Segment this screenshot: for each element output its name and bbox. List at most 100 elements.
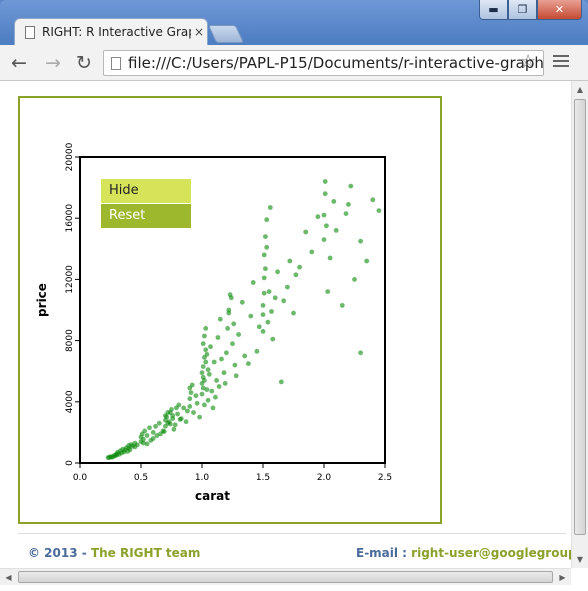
maximize-button[interactable]: ❐ bbox=[508, 0, 537, 20]
horizontal-scroll-thumb[interactable] bbox=[18, 571, 553, 583]
footer-email: E-mail : right-user@googlegroups.com bbox=[356, 546, 588, 560]
data-point bbox=[172, 422, 178, 428]
data-point bbox=[203, 347, 209, 353]
browser-tab[interactable]: RIGHT: R Interactive Graphi × bbox=[14, 18, 208, 45]
address-url[interactable]: file:///C:/Users/PAPL-P15/Documents/r-in… bbox=[128, 54, 543, 72]
email-link[interactable]: right-user@googlegroups.com bbox=[411, 546, 588, 560]
close-window-button[interactable]: ✕ bbox=[537, 0, 582, 20]
data-point bbox=[208, 344, 213, 350]
data-point bbox=[239, 299, 245, 305]
data-point bbox=[278, 379, 284, 385]
x-tick-label: 2.0 bbox=[317, 473, 332, 483]
scatter-plot[interactable]: 0.0 0.5 1.0 1.5 2.0 2.5 0 4000 8000 12000 16000 200… bbox=[20, 98, 440, 522]
forward-icon[interactable]: → bbox=[45, 52, 61, 74]
data-point bbox=[202, 333, 207, 339]
data-point bbox=[343, 211, 349, 216]
data-point bbox=[203, 326, 209, 331]
vertical-scrollbar[interactable]: ▲ ▼ bbox=[571, 81, 588, 568]
data-point bbox=[221, 370, 227, 376]
data-point bbox=[246, 361, 251, 366]
footer-divider bbox=[18, 533, 566, 534]
data-point bbox=[170, 416, 176, 421]
data-point bbox=[264, 217, 270, 223]
data-point bbox=[216, 384, 222, 389]
data-point bbox=[210, 405, 216, 411]
data-point bbox=[204, 387, 210, 392]
menu-icon[interactable] bbox=[553, 55, 569, 70]
window-controls: ▬ ❐ ✕ bbox=[479, 0, 582, 20]
data-point bbox=[154, 433, 160, 438]
horizontal-scrollbar[interactable]: ◀ ▶ bbox=[0, 568, 571, 585]
data-point bbox=[233, 373, 239, 379]
data-point bbox=[309, 249, 315, 255]
data-point bbox=[263, 266, 268, 272]
data-point bbox=[165, 420, 171, 426]
data-point bbox=[171, 426, 177, 432]
data-point bbox=[150, 430, 156, 435]
data-point bbox=[275, 269, 280, 275]
data-point bbox=[177, 417, 183, 422]
minimize-button[interactable]: ▬ bbox=[479, 0, 508, 20]
data-point bbox=[270, 336, 276, 342]
data-point bbox=[174, 405, 179, 411]
y-axis-label: price bbox=[35, 283, 49, 317]
plot-frame bbox=[79, 156, 386, 464]
data-point bbox=[183, 419, 189, 425]
back-icon[interactable]: ← bbox=[11, 52, 27, 74]
scroll-left-icon[interactable]: ◀ bbox=[5, 573, 12, 582]
data-point bbox=[254, 348, 260, 354]
data-point bbox=[153, 423, 159, 429]
reset-button[interactable]: Reset bbox=[101, 204, 191, 228]
scroll-down-icon[interactable]: ▼ bbox=[576, 555, 584, 564]
data-point bbox=[281, 298, 287, 304]
data-point bbox=[315, 214, 321, 220]
y-tick-label: 16000 bbox=[65, 204, 75, 233]
page-viewport: 0.0 0.5 1.0 1.5 2.0 2.5 0 4000 8000 12000 16000 200… bbox=[0, 81, 588, 591]
data-point bbox=[193, 393, 199, 399]
data-point bbox=[331, 199, 337, 204]
data-point bbox=[156, 420, 162, 426]
scroll-up-icon[interactable]: ▲ bbox=[576, 85, 584, 94]
data-point bbox=[322, 179, 328, 184]
data-point bbox=[161, 429, 167, 434]
new-tab-button[interactable] bbox=[207, 25, 245, 43]
data-point bbox=[194, 400, 200, 406]
data-point bbox=[211, 359, 217, 365]
scroll-right-icon[interactable]: ▶ bbox=[559, 573, 566, 582]
file-icon bbox=[111, 56, 121, 70]
data-point bbox=[321, 237, 327, 243]
bookmark-star-icon[interactable]: ☆ bbox=[520, 51, 537, 72]
data-point bbox=[199, 370, 205, 376]
data-point bbox=[339, 303, 345, 308]
data-point bbox=[200, 385, 206, 391]
tab-close-icon[interactable]: × bbox=[193, 25, 205, 39]
data-point bbox=[242, 353, 248, 359]
data-point bbox=[261, 252, 267, 258]
data-point bbox=[217, 316, 223, 322]
data-point bbox=[148, 438, 154, 443]
data-point bbox=[250, 280, 256, 285]
hide-button[interactable]: Hide bbox=[101, 179, 191, 203]
data-point bbox=[370, 197, 376, 203]
data-point bbox=[232, 362, 238, 368]
data-point bbox=[293, 272, 299, 278]
team-link[interactable]: The RIGHT team bbox=[90, 546, 201, 560]
y-tick-label: 8000 bbox=[65, 329, 75, 352]
address-bar[interactable]: file:///C:/Users/PAPL-P15/Documents/r-in… bbox=[103, 50, 544, 76]
data-point bbox=[260, 303, 266, 308]
data-point bbox=[266, 289, 272, 294]
data-point bbox=[260, 329, 266, 334]
data-point bbox=[200, 364, 206, 369]
vertical-scroll-thumb[interactable] bbox=[574, 99, 586, 535]
data-point bbox=[269, 309, 274, 314]
data-point bbox=[202, 402, 207, 408]
data-point bbox=[106, 455, 112, 460]
reload-icon[interactable]: ↻ bbox=[76, 52, 92, 74]
data-point bbox=[358, 350, 363, 356]
data-point bbox=[321, 212, 327, 218]
data-point bbox=[163, 413, 168, 418]
x-tick-label: 0.0 bbox=[73, 473, 88, 483]
data-point bbox=[167, 410, 173, 415]
data-point bbox=[219, 356, 224, 362]
